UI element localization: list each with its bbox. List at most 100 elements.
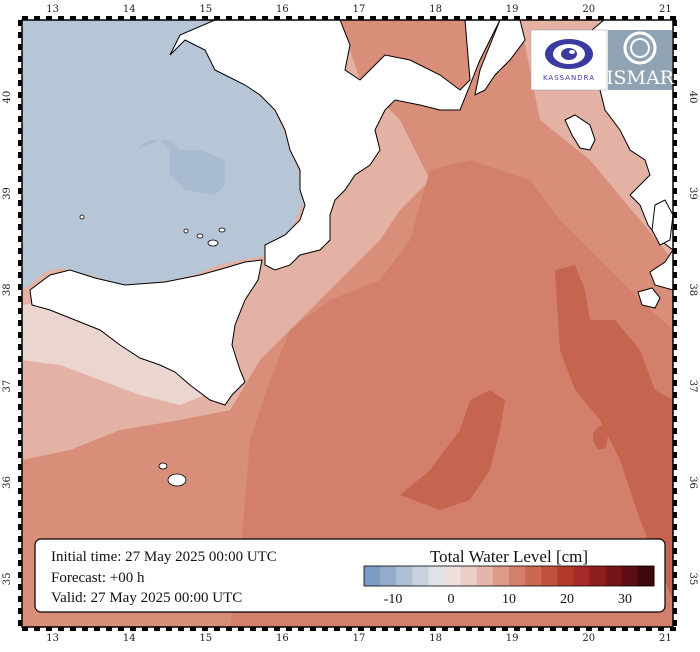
frame-tick <box>154 627 160 631</box>
frame-tick <box>673 20 677 26</box>
lon-tick-label: 13 <box>46 633 59 644</box>
frame-tick <box>18 572 22 578</box>
frame-tick <box>622 627 628 631</box>
frame-tick <box>18 392 22 398</box>
frame-tick <box>18 20 22 26</box>
lat-tick-label: 35 <box>2 572 13 585</box>
frame-tick <box>598 627 604 631</box>
frame-tick <box>442 627 448 631</box>
frame-tick <box>382 16 388 20</box>
frame-tick <box>673 140 677 146</box>
frame-tick <box>238 16 244 20</box>
frame-tick <box>673 512 677 518</box>
lon-tick-label: 13 <box>46 4 59 15</box>
info-box: Initial time: 27 May 2025 00:00 UTC Fore… <box>34 538 666 613</box>
frame-tick <box>610 627 616 631</box>
colorbar-swatch <box>476 566 494 586</box>
frame-tick <box>454 16 460 20</box>
frame-tick <box>262 16 268 20</box>
frame-tick <box>478 16 484 20</box>
frame-tick <box>322 627 328 631</box>
frame-tick <box>46 16 52 20</box>
frame-tick <box>673 440 677 446</box>
frame-tick <box>562 16 568 20</box>
frame-tick <box>18 428 22 434</box>
tyrrhenian-negative-zone <box>22 20 305 290</box>
frame-tick <box>358 627 364 631</box>
lon-tick-label: 16 <box>276 4 289 15</box>
lat-tick-label: 37 <box>687 380 698 393</box>
frame-tick <box>94 16 100 20</box>
frame-tick <box>673 212 677 218</box>
lon-tick-label: 18 <box>429 4 442 15</box>
lon-tick-label: 20 <box>582 633 595 644</box>
frame-tick <box>298 16 304 20</box>
frame-tick <box>478 627 484 631</box>
island-corfu <box>564 114 596 151</box>
frame-tick <box>490 16 496 20</box>
island-gozo <box>158 462 168 470</box>
frame-tick <box>310 16 316 20</box>
frame-tick <box>526 16 532 20</box>
colorbar-swatch <box>557 566 574 586</box>
frame-tick <box>18 548 22 554</box>
lon-tick-label: 14 <box>123 4 136 15</box>
lat-tick-label: 37 <box>2 380 13 393</box>
frame-tick <box>18 464 22 470</box>
colorbar-swatch <box>380 566 397 586</box>
frame-tick <box>18 212 22 218</box>
frame-tick <box>202 16 208 20</box>
frame-tick <box>673 248 677 254</box>
frame-tick <box>466 627 472 631</box>
lon-tick-label: 16 <box>276 633 289 644</box>
frame-tick <box>142 16 148 20</box>
frame-tick <box>673 596 677 602</box>
colorbar-swatch <box>605 566 623 586</box>
frame-tick <box>46 627 52 631</box>
frame-tick <box>514 16 520 20</box>
lat-tick-label: 38 <box>687 283 698 296</box>
frame-tick <box>286 16 292 20</box>
frame-tick <box>18 608 22 614</box>
lon-tick-label: 19 <box>506 633 519 644</box>
frame-tick <box>673 116 677 122</box>
frame-tick <box>673 368 677 374</box>
frame-tick <box>18 488 22 494</box>
frame-tick <box>673 452 677 458</box>
frame-tick <box>274 627 280 631</box>
frame-tick <box>550 16 556 20</box>
frame-tick <box>673 500 677 506</box>
frame-tick <box>673 188 677 194</box>
frame-tick <box>106 16 112 20</box>
frame-tick <box>18 128 22 134</box>
frame-tick <box>673 104 677 110</box>
island-aeolian-4 <box>183 228 189 234</box>
frame-tick <box>502 627 508 631</box>
frame-tick <box>598 16 604 20</box>
frame-tick <box>334 627 340 631</box>
frame-tick <box>70 627 76 631</box>
frame-tick <box>673 308 677 314</box>
frame-tick <box>538 627 544 631</box>
frame-tick <box>673 272 677 278</box>
lat-tick-label: 35 <box>687 572 698 585</box>
frame-tick <box>622 16 628 20</box>
peak-patch-east <box>555 265 673 600</box>
frame-tick <box>673 332 677 338</box>
frame-tick <box>646 16 652 20</box>
svg-text:ISMAR: ISMAR <box>606 67 675 89</box>
colorbar-title: Total Water Level [cm] <box>430 547 588 566</box>
frame-tick <box>673 488 677 494</box>
island-zakynthos <box>637 287 661 309</box>
frame-tick <box>34 16 40 20</box>
frame-tick <box>673 416 677 422</box>
frame-tick <box>673 536 677 542</box>
frame-tick <box>18 440 22 446</box>
frame-tick <box>490 627 496 631</box>
frame-tick <box>18 32 22 38</box>
frame-tick <box>586 16 592 20</box>
frame-tick <box>250 16 256 20</box>
frame-tick <box>673 464 677 470</box>
frame-tick <box>634 16 640 20</box>
frame-tick <box>58 16 64 20</box>
